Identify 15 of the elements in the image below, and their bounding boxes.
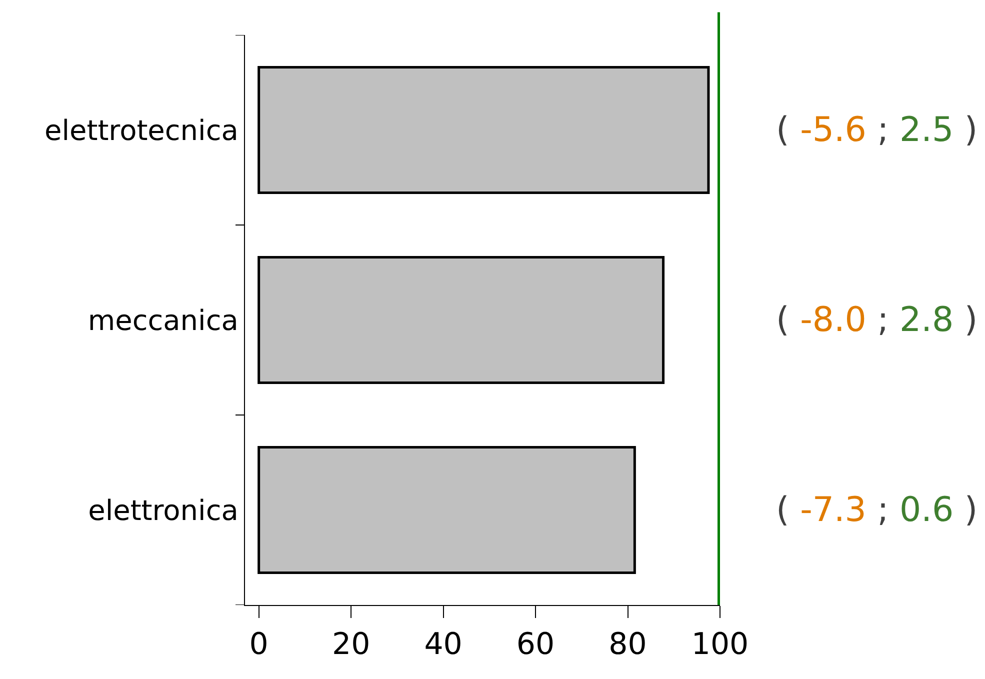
x-tick-label: 40 — [424, 627, 462, 662]
x-tick-label: 100 — [691, 627, 749, 662]
y-tick-label: elettrotecnica — [44, 114, 238, 147]
bar — [258, 256, 665, 384]
y-tick-label: meccanica — [88, 304, 238, 337]
text: ( -8.0 ; 2.8 ) — [776, 300, 978, 340]
bar — [258, 446, 636, 574]
y-tick-label: elettronica — [88, 494, 238, 527]
x-tick-label: 20 — [332, 627, 370, 662]
x-tick-label: 60 — [516, 627, 555, 662]
text: ( -7.3 ; 0.6 ) — [776, 490, 978, 530]
text: ( -5.6 ; 2.5 ) — [776, 110, 978, 150]
x-tick-label: 80 — [608, 627, 647, 662]
x-tick-label: 0 — [249, 627, 268, 662]
bar — [258, 66, 710, 194]
